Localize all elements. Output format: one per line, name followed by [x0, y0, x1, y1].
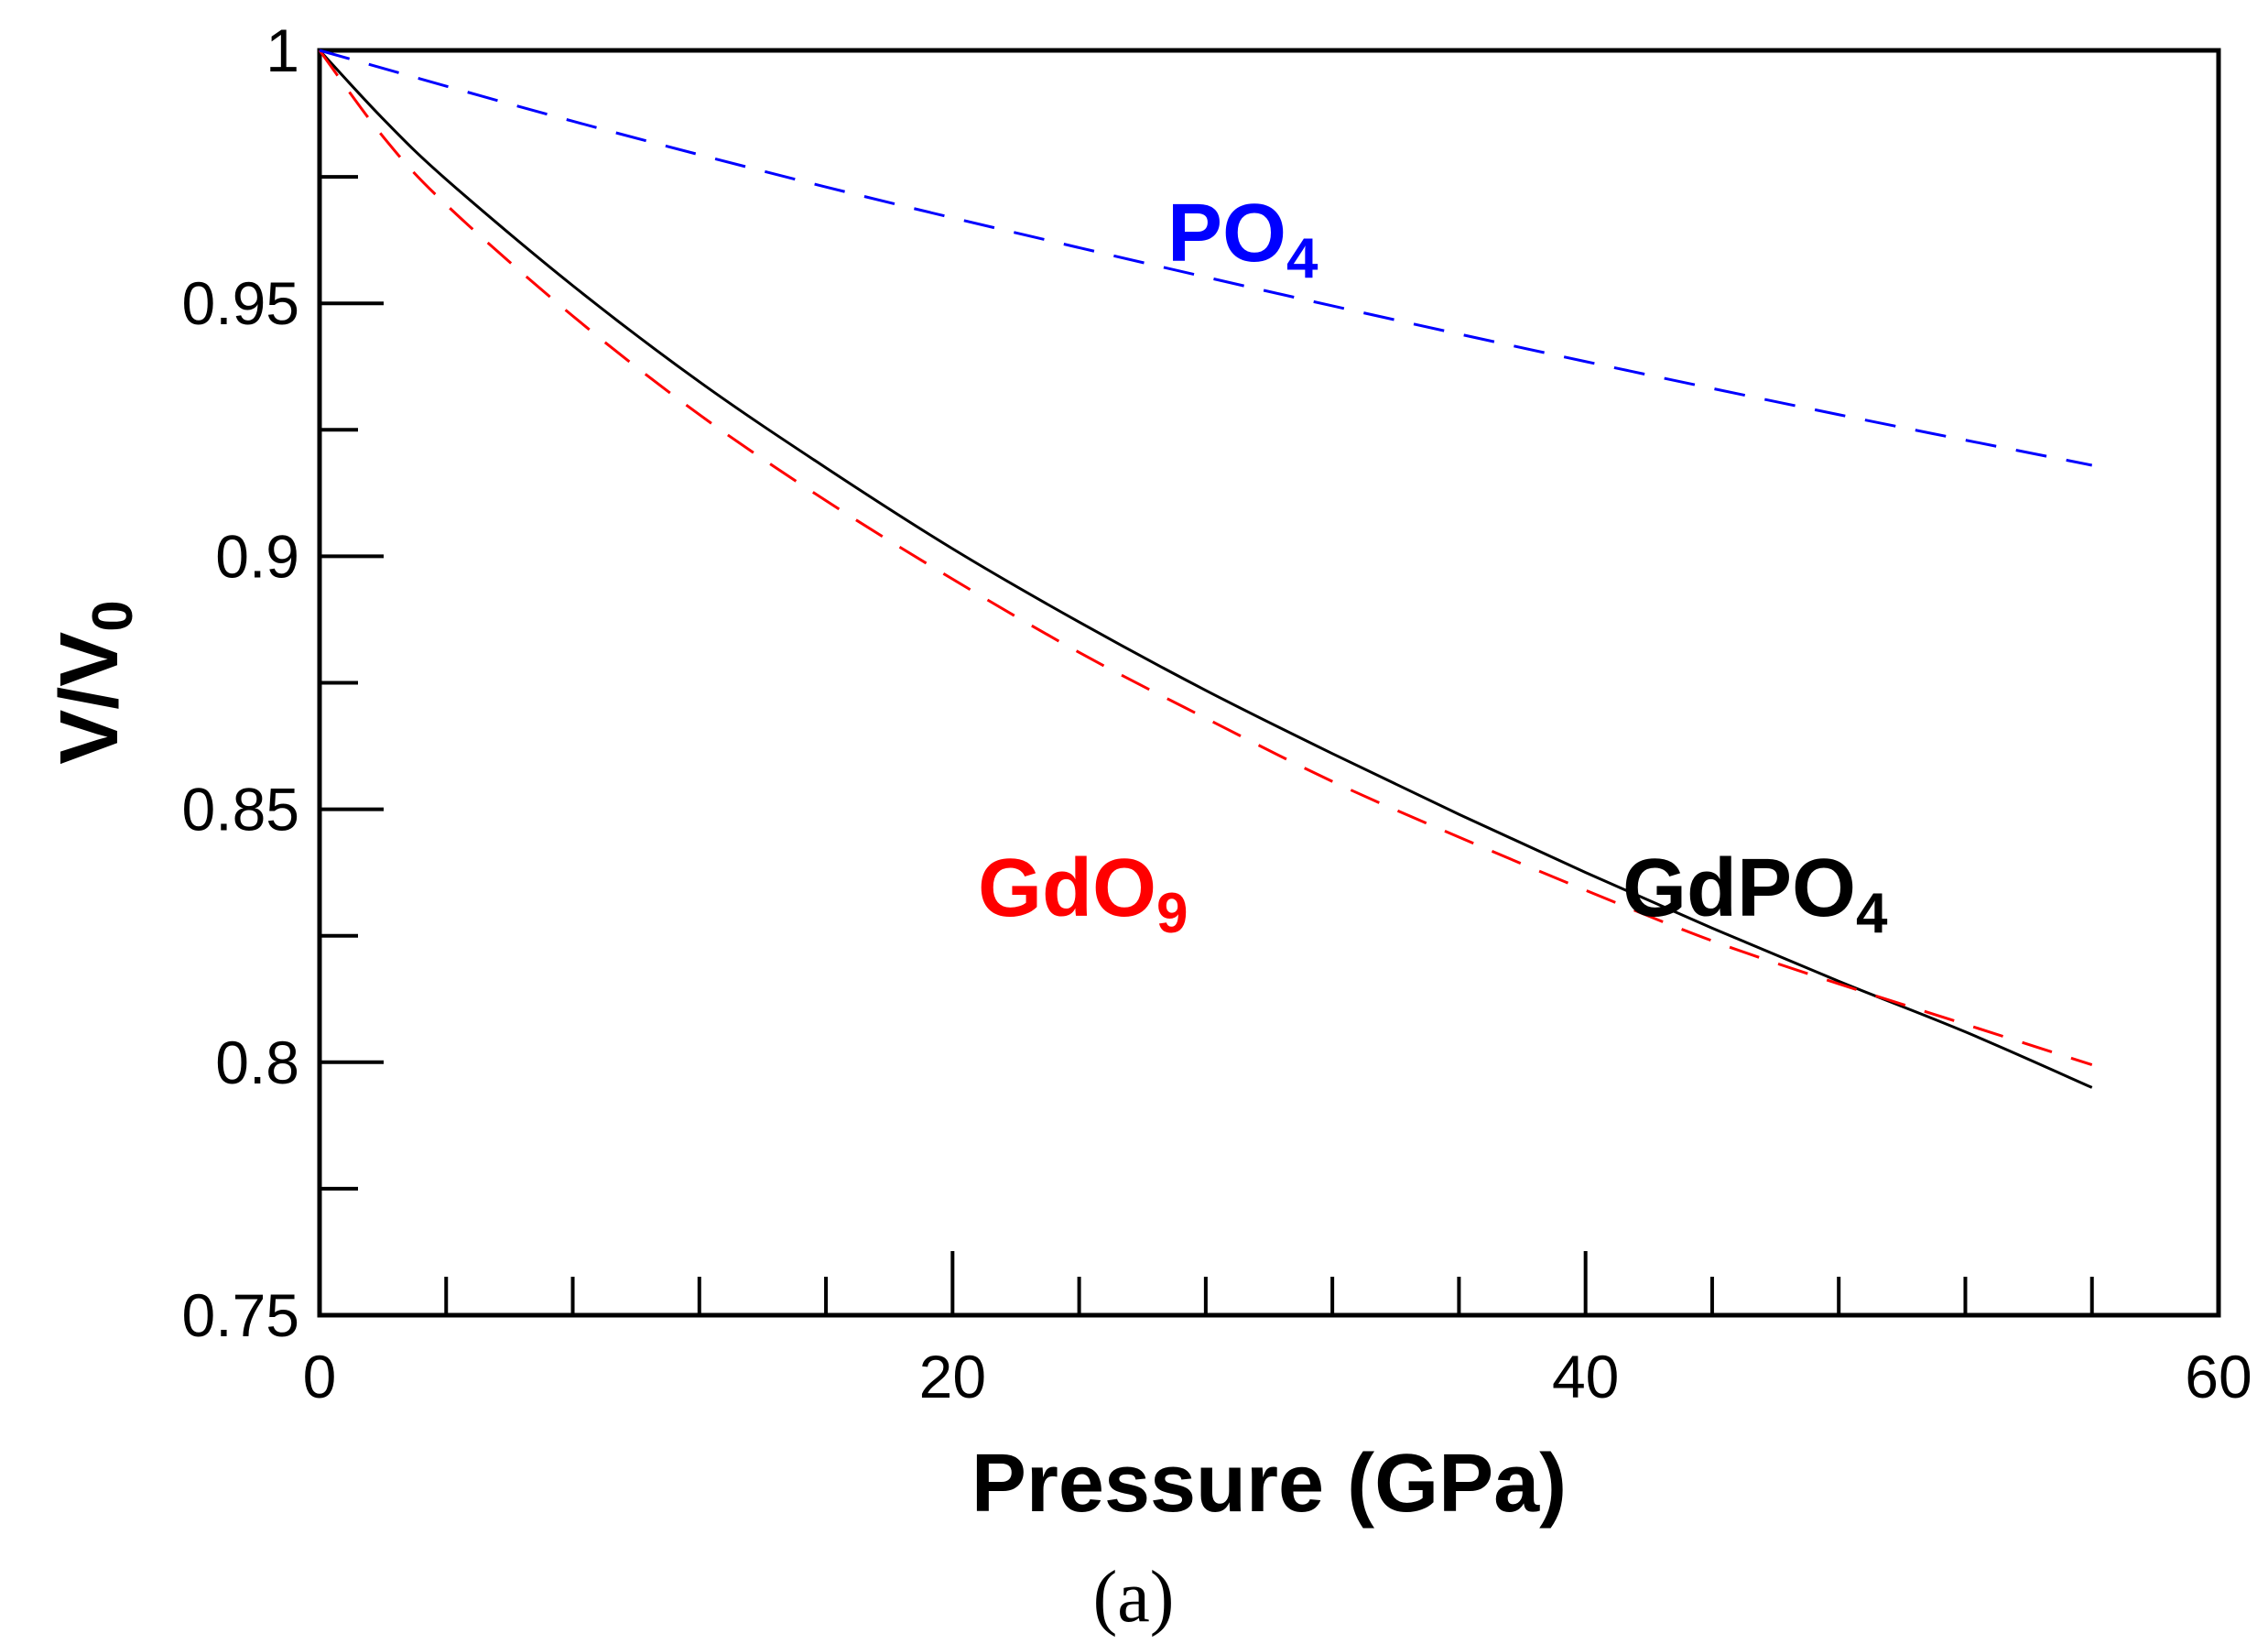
- x-tick-label: 40: [1552, 1343, 1619, 1410]
- y-tick-labels: 0.75 0.8 0.85 0.9 0.95 1: [182, 16, 299, 1349]
- y-axis-title-main: V/V: [44, 632, 136, 765]
- y-tick-label: 0.85: [182, 776, 299, 844]
- x-tick-label: 0: [303, 1343, 337, 1410]
- x-tick-labels: 0 20 40 60: [303, 1343, 2252, 1410]
- figure-caption: (a): [1093, 1557, 1175, 1638]
- series-label-gdpo4: GdPO4: [1622, 843, 1888, 945]
- y-tick-label: 0.75: [182, 1281, 299, 1349]
- x-axis-title: Pressure (GPa): [971, 1438, 1567, 1530]
- series-line-gdpo4: [318, 49, 2093, 1089]
- series-lines: [318, 49, 2093, 1089]
- series-label-gdo9: GdO9: [978, 843, 1188, 945]
- y-axis-title-sub: 0: [81, 600, 145, 631]
- x-tick-label: 60: [2185, 1343, 2252, 1410]
- axis-ticks: [318, 49, 2220, 1317]
- series-line-gdo9: [318, 49, 2093, 1066]
- x-tick-label: 20: [919, 1343, 986, 1410]
- series-label-po4: PO4: [1167, 188, 1318, 290]
- y-axis-title: V/V0: [44, 600, 145, 765]
- y-tick-label: 0.9: [215, 522, 299, 590]
- y-tick-label: 1: [266, 16, 299, 84]
- y-tick-label: 0.95: [182, 269, 299, 337]
- y-tick-label: 0.8: [215, 1029, 299, 1096]
